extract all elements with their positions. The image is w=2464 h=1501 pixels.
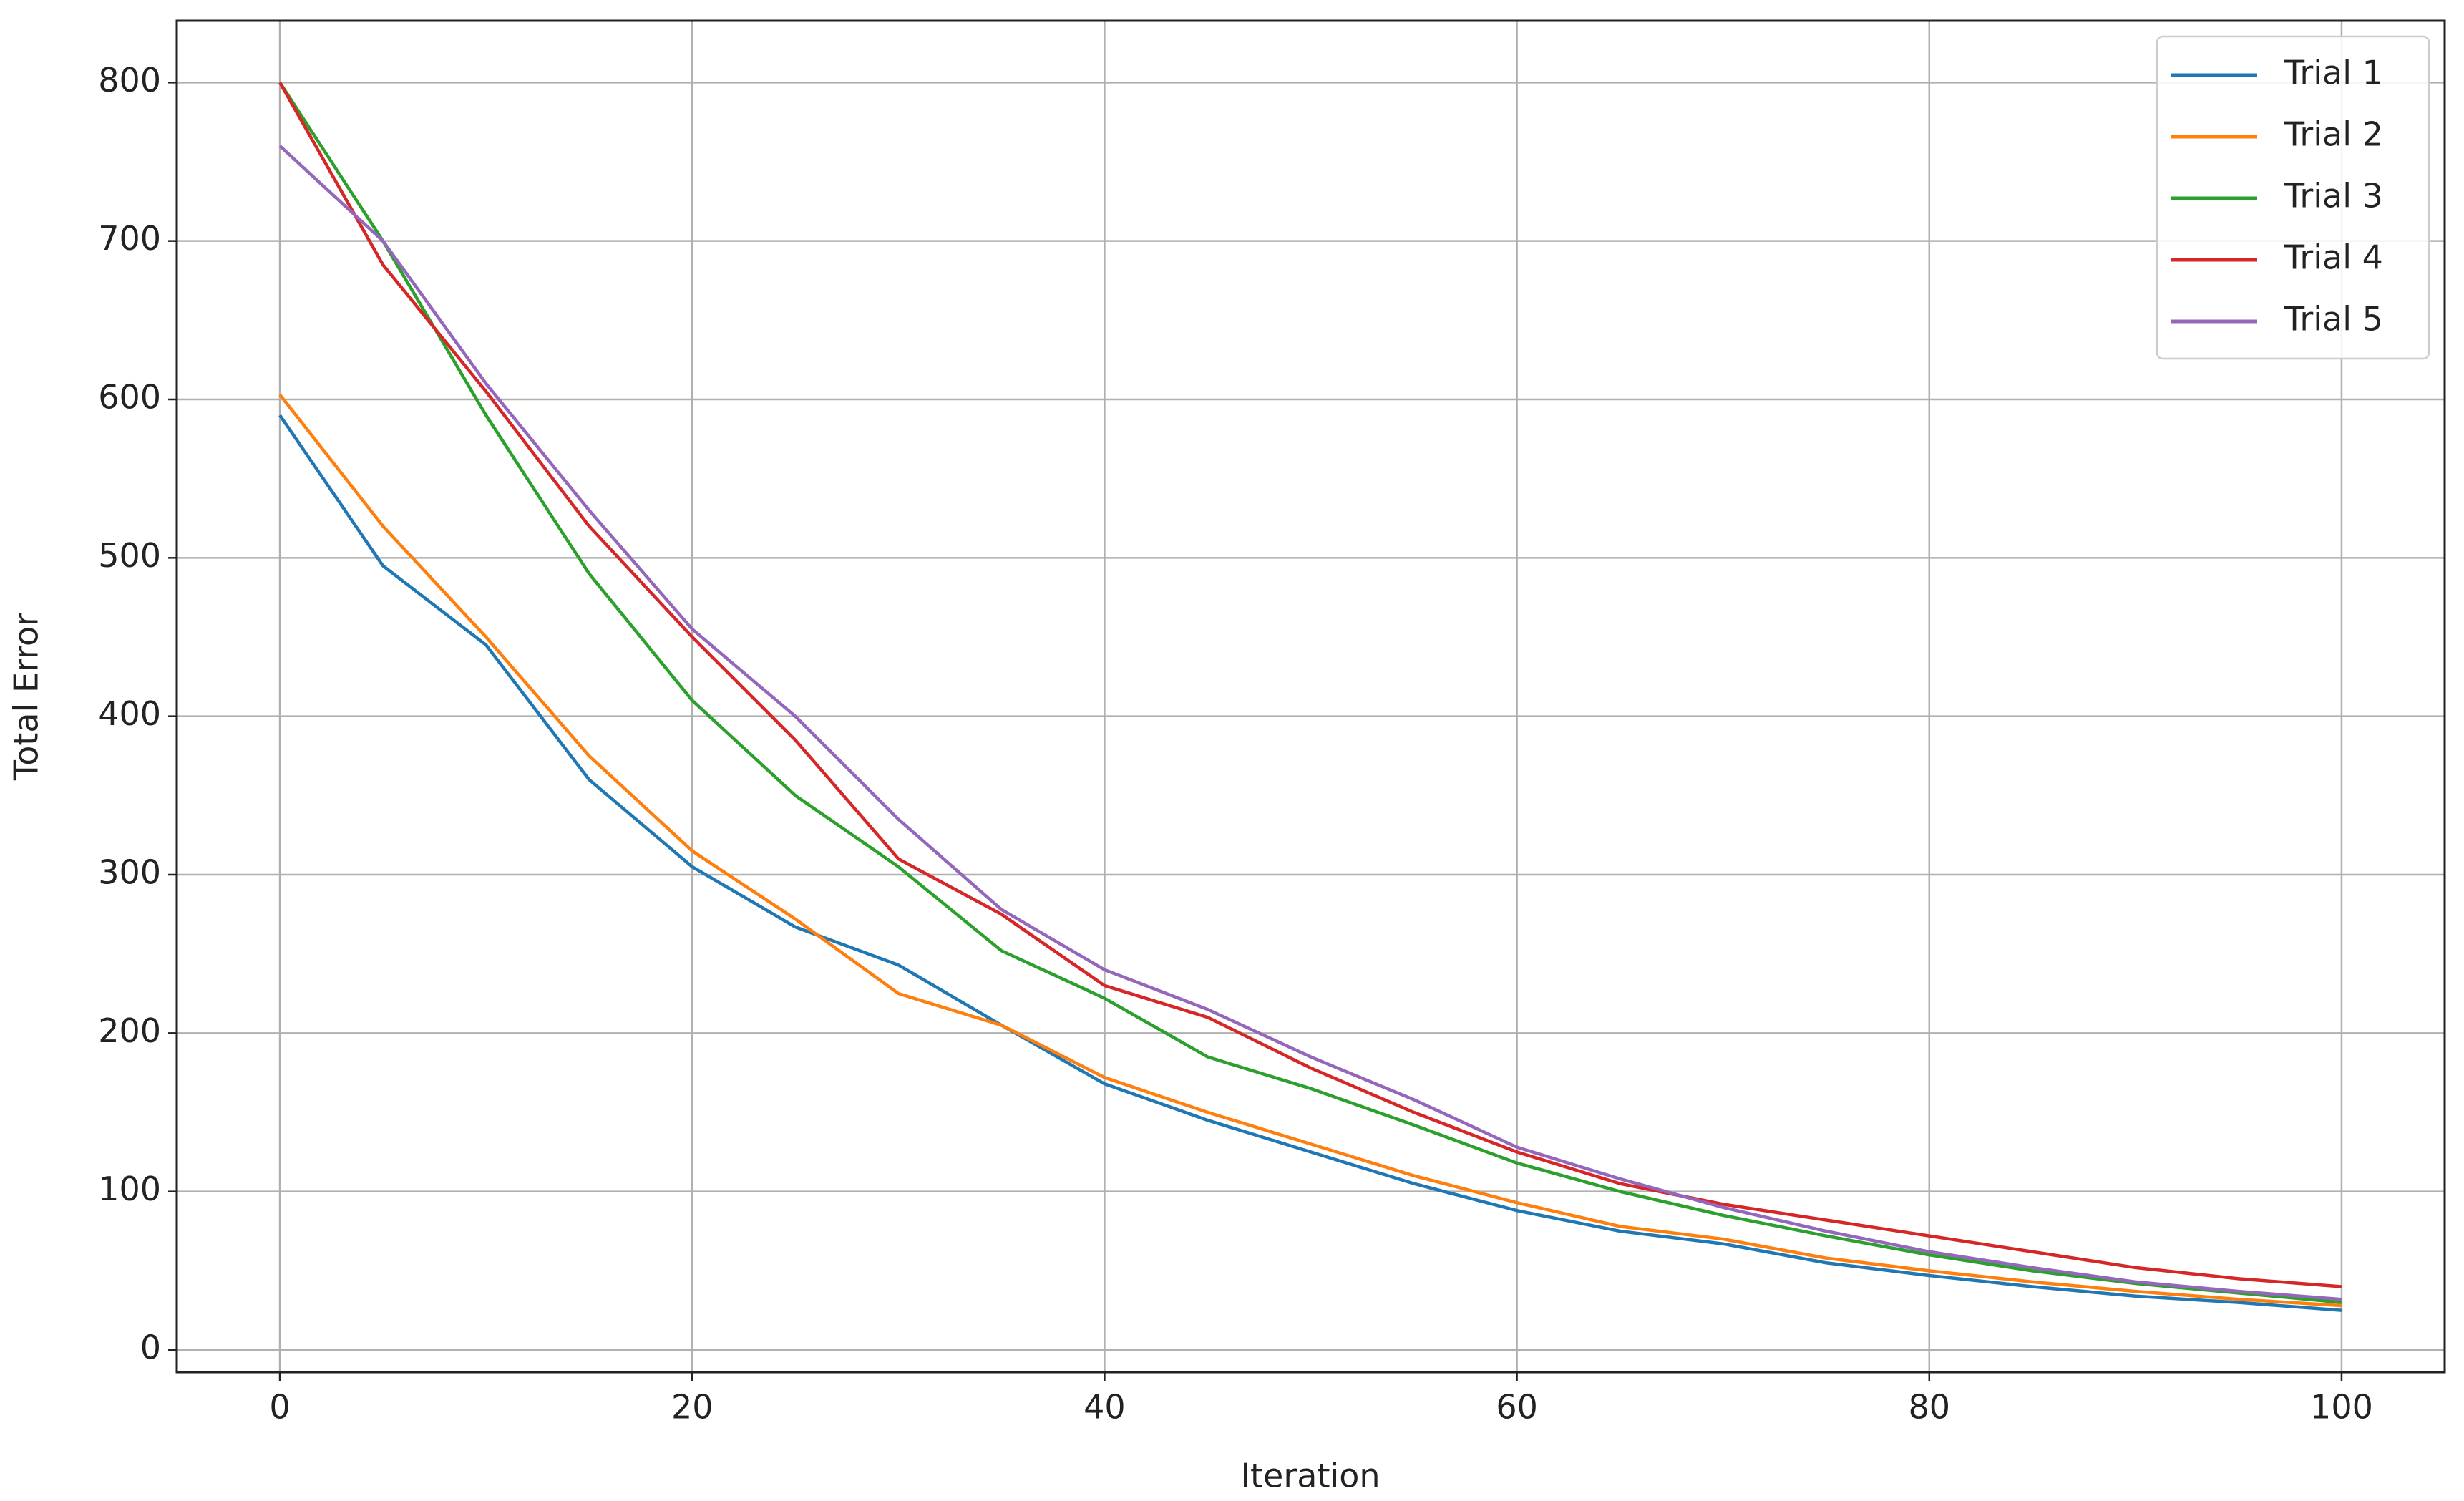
- y-tick-label: 200: [98, 1011, 161, 1050]
- legend-label: Trial 5: [2284, 300, 2383, 339]
- series-line: [278, 82, 2342, 1304]
- x-tick-label: 20: [671, 1388, 714, 1427]
- legend-label: Trial 2: [2284, 115, 2383, 154]
- x-tick-label: 60: [1496, 1388, 1538, 1427]
- x-tick-label: 40: [1084, 1388, 1126, 1427]
- y-tick-label: 0: [140, 1328, 161, 1367]
- legend-label: Trial 1: [2284, 54, 2383, 92]
- series-line: [278, 393, 2342, 1308]
- y-tick-label: 400: [98, 694, 161, 733]
- y-tick-label: 100: [98, 1170, 161, 1208]
- legend-box: [2156, 35, 2430, 360]
- y-axis-label: Total Error: [7, 613, 46, 781]
- x-tick-label: 80: [1908, 1388, 1950, 1427]
- y-tick-label: 600: [98, 377, 161, 416]
- plot-frame: [175, 19, 2446, 1374]
- series-line: [278, 82, 2342, 1288]
- y-tick-label: 800: [98, 61, 161, 99]
- x-axis-label: Iteration: [1240, 1457, 1380, 1495]
- y-tick-label: 500: [98, 536, 161, 575]
- legend-label: Trial 4: [2284, 238, 2383, 277]
- y-tick-label: 700: [98, 219, 161, 258]
- series-line: [278, 145, 2342, 1301]
- legend-label: Trial 3: [2284, 177, 2383, 215]
- y-tick-label: 300: [98, 853, 161, 892]
- x-tick-label: 0: [269, 1388, 290, 1427]
- x-tick-label: 100: [2310, 1388, 2373, 1427]
- series-line: [278, 414, 2342, 1312]
